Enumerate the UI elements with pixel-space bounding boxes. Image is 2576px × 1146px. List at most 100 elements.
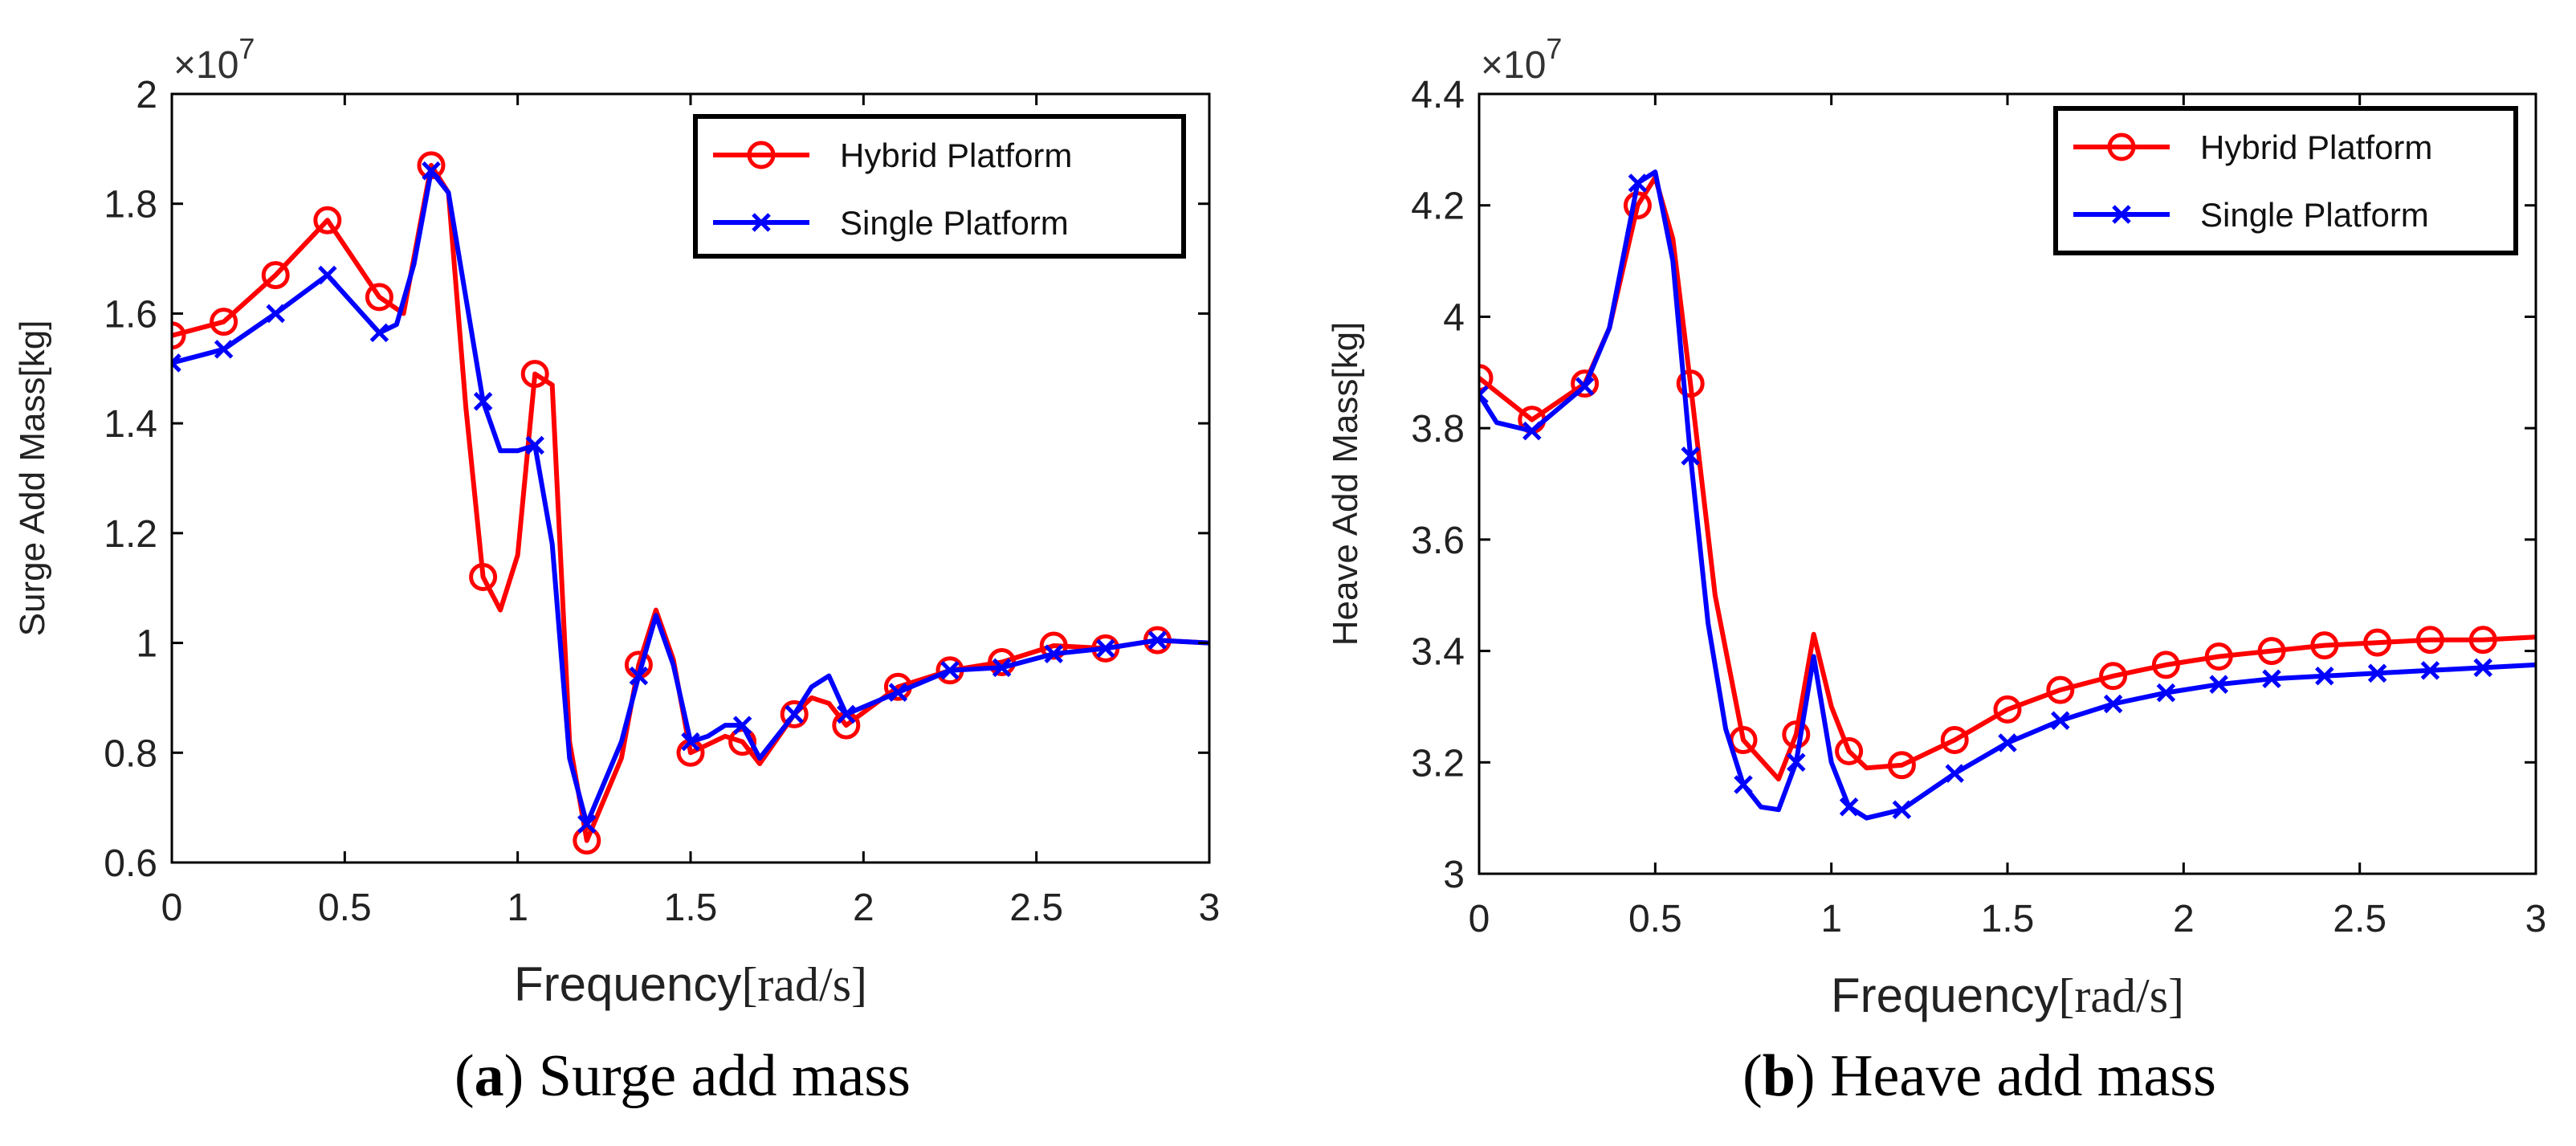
surge-ytick-label: 0.8 [104, 732, 157, 775]
surge-hybrid-marker [365, 283, 393, 312]
surge-legend-single-marker [752, 213, 771, 232]
surge-legend-hybrid-label: Hybrid Platform [840, 137, 1072, 174]
heave-hybrid-marker [2099, 662, 2128, 691]
heave-single-marker [1945, 764, 1964, 783]
surge-single-marker [940, 660, 960, 680]
heave-hybrid-marker [1835, 736, 1864, 765]
surge-single-marker [992, 658, 1012, 678]
heave-hybrid-marker [2257, 637, 2286, 666]
heave-hybrid-marker [2310, 631, 2339, 660]
heave-hybrid-marker [1571, 369, 1600, 398]
surge-xtick-label: 1 [507, 887, 528, 929]
heave-xtick-label: 2.5 [2333, 898, 2386, 940]
surge-xtick-label: 3 [1199, 887, 1221, 929]
surge-ytick-label: 1.6 [104, 293, 157, 336]
surge-single-marker [577, 814, 597, 834]
heave-xtick-label: 0.5 [1628, 898, 1682, 940]
heave-ytick-label: 3.2 [1411, 742, 1465, 785]
surge-single-marker [837, 704, 856, 724]
heave-hybrid-marker [1940, 726, 1969, 755]
heave-legend-single-marker [2112, 205, 2131, 224]
caption-a-open: ( [454, 1043, 475, 1109]
heave-hybrid-marker [2468, 626, 2497, 655]
surge-ytick-label: 1.4 [104, 403, 157, 446]
surge-exponent-base: ×10 [173, 44, 238, 87]
heave-series-hybrid [1479, 175, 2536, 782]
surge-single-marker [785, 704, 804, 724]
surge-legend: Hybrid Platform Single Platform [693, 114, 1186, 259]
surge-ytick-label: 2 [136, 74, 157, 116]
surge-hybrid-marker [313, 206, 342, 235]
surge-legend-single-label: Single Platform [840, 204, 1069, 242]
heave-ytick-label: 3.4 [1411, 631, 1465, 674]
heave-hybrid-marker [2204, 642, 2233, 671]
surge-single-marker [369, 323, 389, 343]
surge-single-marker [214, 340, 234, 359]
heave-xlabel-unit: [rad/s] [2058, 969, 2184, 1022]
surge-ytick-label: 1.8 [104, 184, 157, 226]
heave-hybrid-marker [2363, 628, 2392, 657]
caption-b-label: b [1762, 1043, 1795, 1109]
heave-hybrid-marker [1479, 364, 1494, 393]
heave-legend-hybrid-marker [2107, 133, 2136, 161]
surge-single-marker [525, 435, 544, 455]
surge-ytick-label: 1 [136, 623, 157, 666]
heave-single-marker [2103, 694, 2123, 714]
heave-single-marker [1575, 377, 1595, 396]
surge-ytick-label: 1.2 [104, 513, 157, 556]
heave-single-marker [1681, 447, 1700, 466]
heave-single-marker [1479, 385, 1489, 405]
heave-xtick-label: 1.5 [1981, 898, 2035, 940]
heave-single-marker [1998, 733, 2017, 752]
heave-ytick-label: 4.4 [1411, 74, 1465, 116]
heave-exponent-power: 7 [1546, 32, 1562, 65]
surge-hybrid-marker [210, 308, 238, 336]
heave-xtick-label: 0 [1469, 898, 1490, 940]
heave-ytick-label: 3.8 [1411, 408, 1465, 451]
heave-single-marker [2315, 667, 2334, 686]
heave-hybrid-marker [1993, 695, 2022, 724]
surge-xlabel: Frequency[rad/s] [514, 957, 867, 1011]
heave-hybrid-marker [1782, 720, 1811, 749]
surge-hybrid-marker [261, 261, 290, 290]
surge-single-marker [681, 732, 700, 752]
heave-hybrid-marker [1887, 751, 1916, 780]
heave-xtick-label: 2 [2173, 898, 2195, 940]
heave-xtick-label: 1 [1820, 898, 1842, 940]
heave-single-marker [1839, 797, 1859, 817]
heave-chart: 0 0.5 1 1.5 2 2.5 3 3 3.2 3.4 3.6 3.8 4 4.2 4.4 ×107 Fre… [1326, 32, 2546, 1022]
heave-single-marker [2420, 661, 2440, 680]
heave-hybrid-marker [2151, 650, 2180, 679]
caption-a: (a) Surge add mass [161, 1040, 1204, 1112]
heave-xtick-label: 3 [2525, 898, 2547, 940]
surge-hybrid-marker [573, 826, 601, 855]
heave-hybrid-line [1479, 175, 2536, 782]
surge-legend-hybrid-marker [747, 141, 776, 169]
surge-hybrid-marker [520, 360, 549, 389]
heave-single-marker [1787, 752, 1806, 773]
heave-ytick-label: 4 [1443, 296, 1465, 339]
heave-single-marker [2156, 683, 2176, 703]
heave-single-marker [1522, 421, 1542, 441]
heave-single-marker [1734, 775, 1753, 794]
surge-single-marker [473, 392, 493, 411]
surge-xtick-label: 0.5 [318, 887, 372, 929]
heave-xlabel: Frequency[rad/s] [1831, 969, 2184, 1022]
surge-hybrid-marker [780, 699, 809, 728]
surge-ytick-label: 0.6 [104, 842, 157, 885]
caption-b-close: ) [1795, 1043, 1816, 1109]
surge-single-marker [1044, 644, 1063, 664]
heave-xlabel-text: Frequency [1831, 969, 2058, 1022]
surge-single-marker [266, 304, 285, 324]
caption-b: (b) Heave add mass [1457, 1040, 2501, 1112]
surge-xlabel-text: Frequency [514, 957, 741, 1011]
heave-single-marker [2367, 663, 2387, 683]
heave-exponent: ×107 [1481, 32, 1562, 87]
surge-single-line [172, 168, 1209, 827]
heave-single-marker [2209, 675, 2228, 694]
heave-hybrid-marker [2415, 626, 2444, 655]
surge-single-marker [1096, 638, 1115, 659]
heave-single-marker [2262, 669, 2281, 689]
heave-single-marker [1892, 800, 1912, 820]
heave-ytick-label: 3.6 [1411, 520, 1465, 562]
